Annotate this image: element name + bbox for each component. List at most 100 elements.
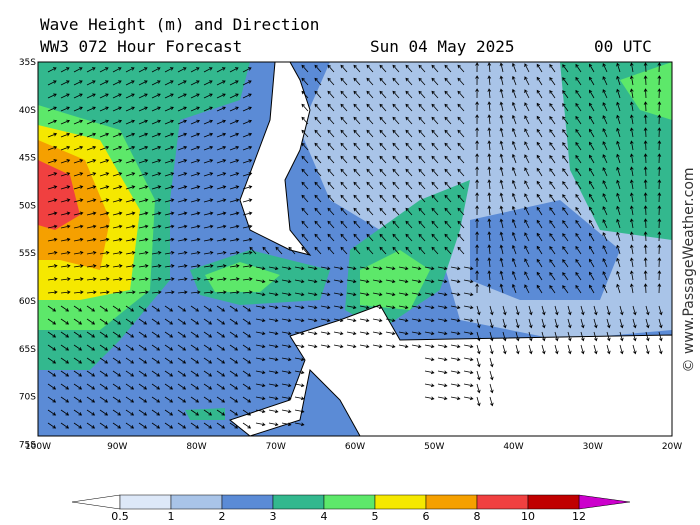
arrow bbox=[418, 116, 426, 125]
arrow bbox=[47, 396, 57, 403]
arrow bbox=[632, 331, 637, 342]
arrow bbox=[575, 219, 582, 229]
arrow bbox=[216, 357, 226, 364]
arrow bbox=[229, 172, 240, 177]
arrow bbox=[73, 185, 84, 190]
arrow bbox=[602, 76, 608, 86]
arrow bbox=[589, 63, 595, 73]
arrow bbox=[203, 93, 213, 99]
arrow bbox=[475, 192, 479, 203]
arrow bbox=[475, 179, 479, 190]
arrow bbox=[216, 106, 226, 112]
arrow bbox=[288, 246, 296, 255]
arrow bbox=[125, 250, 136, 255]
scale-box bbox=[527, 494, 580, 510]
arrow bbox=[418, 233, 426, 242]
arrow bbox=[177, 224, 188, 229]
arrow bbox=[524, 258, 530, 268]
arrow bbox=[643, 192, 648, 203]
arrow bbox=[499, 114, 504, 125]
arrow bbox=[340, 103, 348, 112]
arrow bbox=[190, 159, 201, 164]
arrow bbox=[190, 290, 201, 295]
arrow bbox=[203, 318, 213, 325]
arrow bbox=[463, 370, 474, 375]
arrow bbox=[549, 77, 556, 86]
arrow bbox=[340, 233, 348, 242]
arrow bbox=[444, 129, 452, 138]
arrow bbox=[562, 207, 569, 216]
arrow bbox=[444, 246, 452, 255]
arrow bbox=[372, 292, 383, 297]
arrow bbox=[164, 277, 175, 281]
arrow bbox=[125, 198, 136, 203]
arrow bbox=[602, 141, 608, 151]
arrow bbox=[437, 331, 448, 336]
arrow bbox=[616, 101, 621, 112]
arrow bbox=[242, 211, 253, 216]
arrow bbox=[616, 179, 621, 190]
arrow bbox=[658, 344, 663, 355]
arrow bbox=[340, 142, 348, 151]
arrow bbox=[151, 159, 162, 164]
arrow bbox=[562, 77, 569, 86]
arrow bbox=[203, 237, 214, 242]
arrow bbox=[164, 132, 175, 138]
arrow bbox=[629, 127, 634, 138]
arrow bbox=[47, 422, 57, 429]
arrow bbox=[177, 119, 188, 125]
arrow bbox=[203, 422, 213, 429]
arrow bbox=[602, 63, 608, 73]
arrow bbox=[268, 357, 279, 362]
arrow bbox=[268, 331, 279, 336]
arrow bbox=[511, 192, 517, 203]
arrow bbox=[307, 292, 318, 297]
color-scale bbox=[71, 494, 631, 510]
arrow bbox=[125, 370, 135, 377]
arrow bbox=[242, 198, 253, 203]
arrow bbox=[190, 250, 201, 255]
arrow bbox=[489, 396, 494, 407]
arrow bbox=[589, 102, 595, 112]
arrow bbox=[177, 305, 187, 312]
arrow bbox=[541, 344, 546, 355]
arrow bbox=[379, 64, 387, 73]
arrow bbox=[216, 172, 227, 177]
arrow bbox=[125, 172, 136, 177]
arrow bbox=[216, 224, 227, 229]
arrow bbox=[164, 331, 174, 338]
arrow bbox=[216, 250, 227, 255]
arrow bbox=[164, 159, 175, 164]
arrow bbox=[619, 305, 624, 316]
arrow bbox=[444, 233, 452, 242]
arrow bbox=[301, 155, 309, 164]
arrow bbox=[229, 277, 240, 281]
arrow bbox=[229, 370, 239, 377]
arrow bbox=[229, 93, 239, 99]
arrow bbox=[489, 331, 494, 342]
arrow bbox=[398, 279, 409, 284]
arrow bbox=[511, 101, 517, 112]
arrow bbox=[549, 142, 556, 151]
arrow bbox=[138, 250, 149, 255]
arrow bbox=[657, 244, 662, 255]
arrow bbox=[549, 233, 556, 242]
arrow bbox=[536, 180, 543, 190]
arrow bbox=[340, 207, 348, 216]
arrow bbox=[268, 305, 279, 310]
arrow bbox=[346, 318, 357, 323]
arrow bbox=[99, 290, 110, 295]
arrow bbox=[138, 172, 149, 177]
arrow bbox=[190, 132, 201, 138]
arrow bbox=[73, 331, 83, 338]
arrow bbox=[405, 207, 413, 216]
arrow bbox=[47, 305, 57, 312]
arrow bbox=[379, 194, 387, 203]
arrow bbox=[431, 233, 439, 242]
arrow bbox=[353, 168, 361, 177]
arrow bbox=[418, 207, 426, 216]
arrow bbox=[632, 344, 637, 355]
arrow bbox=[629, 88, 634, 99]
arrow bbox=[405, 194, 413, 203]
arrow bbox=[616, 257, 621, 268]
